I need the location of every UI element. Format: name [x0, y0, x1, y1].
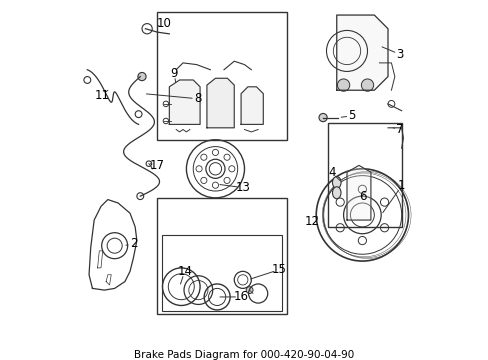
Text: 2: 2 [129, 238, 137, 251]
Text: 1: 1 [397, 179, 405, 192]
Polygon shape [241, 87, 263, 125]
Circle shape [318, 113, 326, 122]
Bar [327, 123, 401, 227]
Polygon shape [206, 78, 234, 128]
Text: 5: 5 [348, 109, 355, 122]
Polygon shape [169, 80, 200, 125]
Text: 13: 13 [235, 181, 250, 194]
Ellipse shape [332, 187, 340, 199]
Polygon shape [346, 165, 370, 220]
Circle shape [138, 72, 146, 81]
Text: 6: 6 [358, 190, 366, 203]
Text: 3: 3 [395, 48, 403, 61]
Bar [162, 235, 282, 311]
Circle shape [245, 287, 252, 293]
Text: 14: 14 [177, 265, 192, 278]
Circle shape [361, 79, 373, 91]
Text: 17: 17 [149, 159, 164, 172]
Text: 10: 10 [157, 17, 171, 30]
Polygon shape [336, 15, 387, 90]
Bar [157, 12, 286, 140]
Ellipse shape [332, 176, 340, 188]
Text: 16: 16 [233, 291, 248, 303]
Circle shape [337, 79, 349, 91]
Text: 8: 8 [194, 92, 201, 105]
Text: 9: 9 [170, 67, 178, 80]
Text: 7: 7 [395, 123, 403, 136]
Text: 15: 15 [271, 263, 286, 276]
Text: 11: 11 [94, 89, 109, 102]
Text: Brake Pads Diagram for 000-420-90-04-90: Brake Pads Diagram for 000-420-90-04-90 [134, 350, 354, 360]
Text: 4: 4 [327, 166, 335, 179]
Bar [157, 198, 286, 314]
Text: 12: 12 [304, 215, 319, 228]
